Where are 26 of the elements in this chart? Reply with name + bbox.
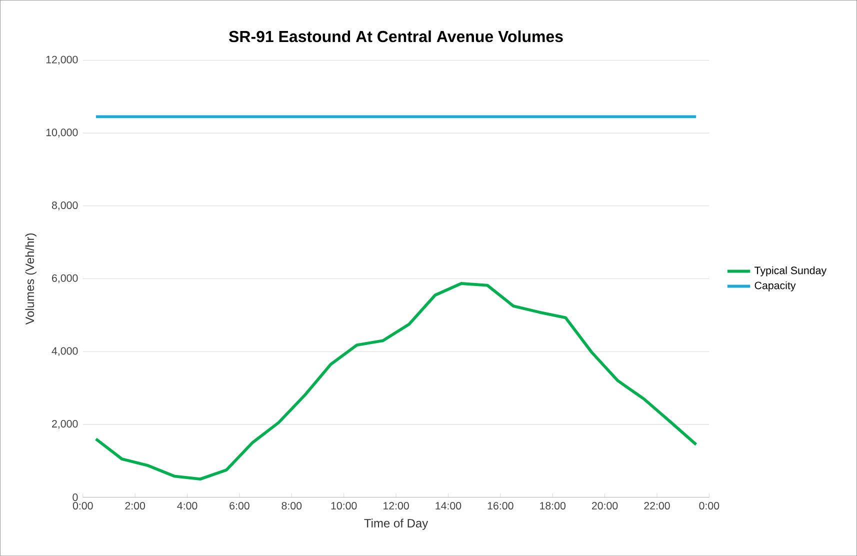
x-tick-label: 2:00	[125, 502, 146, 510]
x-tick-label: 8:00	[282, 502, 302, 510]
x-tick-label: 4:00	[177, 502, 198, 510]
x-tick-label: 10:00	[331, 502, 357, 510]
x-axis-title: Time of Day	[364, 518, 428, 530]
y-tick-label: 4,000	[52, 347, 78, 356]
y-tick-label: 12,000	[46, 56, 78, 65]
x-tick-label: 18:00	[540, 502, 566, 510]
chart-title: SR-91 Eastound At Central Avenue Volumes	[229, 30, 563, 42]
x-tick-label: 20:00	[592, 502, 618, 510]
x-tick-label: 22:00	[644, 502, 670, 510]
y-tick-label: 10,000	[46, 128, 78, 138]
x-tick-label: 16:00	[488, 502, 514, 510]
y-axis-title: Volumes (Veh/hr)	[25, 233, 36, 325]
legend-label: Typical Sunday	[754, 266, 827, 276]
legend-label: Capacity	[754, 281, 796, 292]
line-series	[94, 282, 698, 480]
x-tick-label: 12:00	[384, 502, 409, 510]
x-tick-label: 0:00	[72, 502, 93, 510]
y-tick-label: 0	[72, 493, 78, 501]
x-tick-label: 0:00	[699, 502, 720, 510]
x-tick-label: 14:00	[436, 502, 462, 510]
x-tick-label: 6:00	[230, 502, 250, 510]
y-tick-label: 6,000	[52, 274, 78, 284]
y-tick-label: 2,000	[52, 420, 78, 429]
y-tick-label: 8,000	[52, 201, 78, 210]
